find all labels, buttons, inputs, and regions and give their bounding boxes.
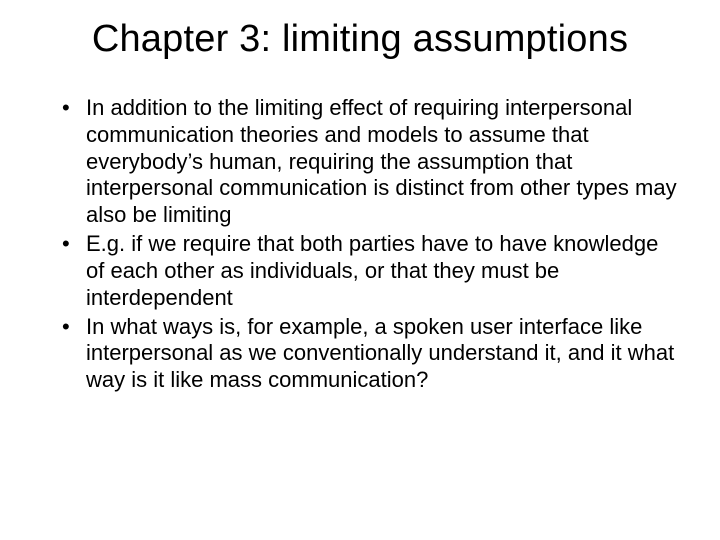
list-item: In what ways is, for example, a spoken u… <box>62 314 678 394</box>
list-item: E.g. if we require that both parties hav… <box>62 231 678 311</box>
list-item: In addition to the limiting effect of re… <box>62 95 678 229</box>
slide-title: Chapter 3: limiting assumptions <box>32 18 688 61</box>
slide: Chapter 3: limiting assumptions In addit… <box>0 0 720 540</box>
bullet-list: In addition to the limiting effect of re… <box>32 95 688 394</box>
